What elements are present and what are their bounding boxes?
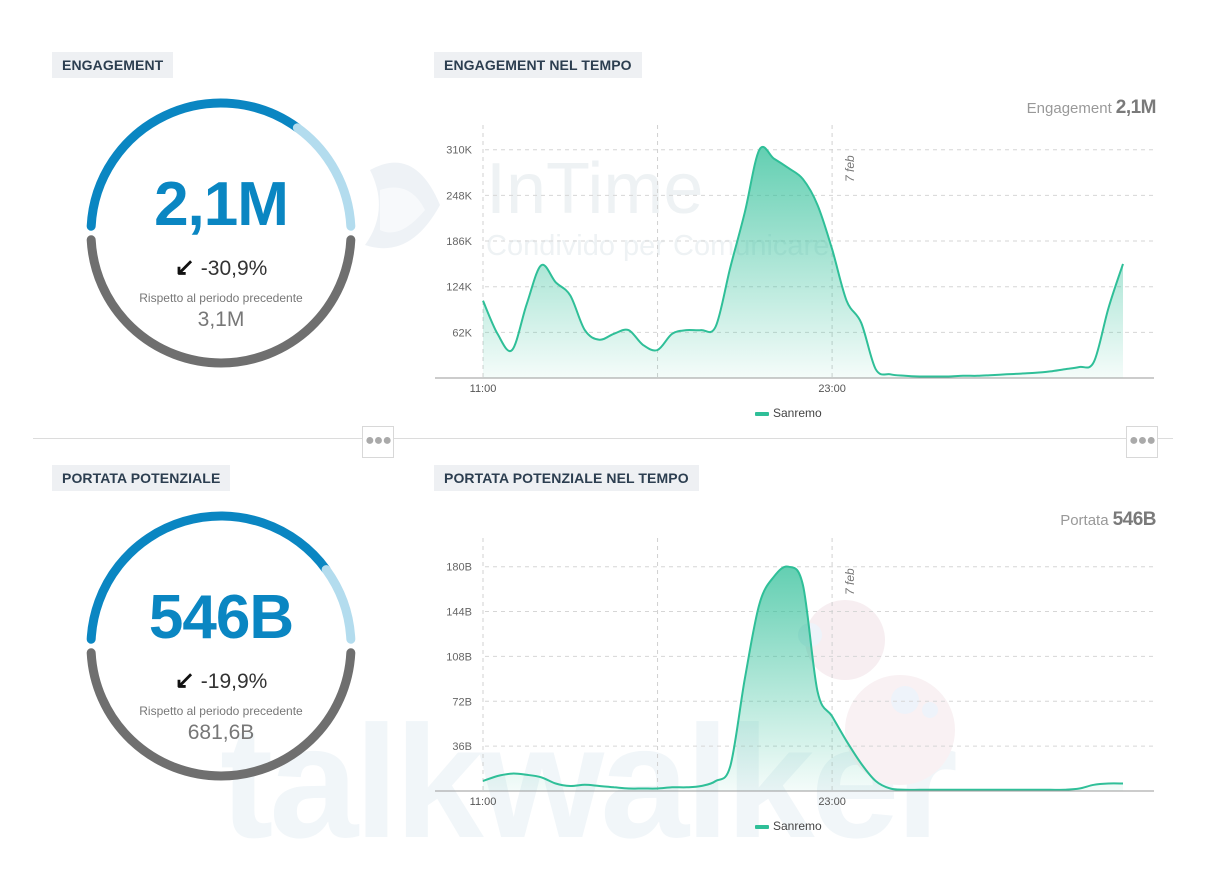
gauge-current-arc	[86, 511, 331, 644]
reach-total-label: Portata	[1060, 512, 1109, 529]
talkwalker-logo-watermark	[798, 600, 955, 785]
engagement-change: ↙ -30,9%	[86, 253, 356, 282]
y-tick-label: 72B	[452, 696, 472, 708]
engagement-gauge-ring	[86, 98, 356, 368]
reach-chart-title: PORTATA POTENZIALE NEL TEMPO	[434, 465, 699, 491]
chart-more-button[interactable]: ●●●	[1126, 426, 1158, 458]
x-tick-label: 23:00	[818, 383, 846, 395]
reach-gauge-ring	[86, 511, 356, 781]
legend-label: Sanremo	[773, 406, 822, 420]
y-tick-label: 180B	[446, 562, 472, 574]
engagement-total-label: Engagement	[1026, 100, 1112, 117]
x-tick-label: 23:00	[818, 796, 846, 808]
reach-change-value: -19,9%	[200, 670, 268, 693]
gauge-previous-arc	[86, 648, 356, 781]
x-tick-label: 11:00	[470, 383, 497, 395]
x-tick-label: 11:00	[470, 796, 497, 808]
reach-chart-svg: 36B 72B 108B 144B 180B 11:00 23:00 7 feb Sanremo	[435, 538, 1154, 833]
legend-label: Sanremo	[773, 819, 822, 833]
reach-total: Portata 546B	[960, 509, 1156, 531]
reach-value: 546B	[148, 583, 294, 652]
date-annotation: 7 feb	[843, 568, 857, 595]
engagement-total: Engagement 2,1M	[960, 97, 1157, 119]
y-tick-label: 310K	[446, 145, 472, 157]
engagement-note: Rispetto al periodo precedente	[139, 291, 303, 305]
y-tick-label: 36B	[452, 741, 472, 753]
engagement-value: 2,1M	[154, 170, 289, 239]
reach-title: PORTATA POTENZIALE	[52, 465, 231, 491]
engagement-chart: 62K 124K 186K 248K 310K 11:00 23:00 7 feb Sanrem…	[430, 120, 1160, 430]
intime-logo-watermark	[365, 162, 440, 249]
gauge-more-button[interactable]: ●●●	[362, 426, 394, 458]
gauge-remaining-arc	[292, 123, 356, 231]
reach-change: ↙ -19,9%	[86, 666, 356, 695]
engagement-total-value: 2,1M	[1115, 97, 1157, 118]
series-line	[482, 565, 1124, 791]
y-tick-label: 124K	[446, 282, 472, 294]
y-tick-label: 186K	[446, 236, 472, 248]
arrow-down-left-icon: ↙	[174, 667, 195, 694]
reach-gauge: 546B ↙ -19,9% Rispetto al periodo precede…	[86, 510, 356, 782]
series-line	[482, 145, 1124, 378]
engagement-previous: 3,1M	[197, 308, 245, 331]
series-area	[483, 146, 1123, 378]
gauge-current-arc	[86, 98, 302, 231]
reach-note: Rispetto al periodo precedente	[139, 704, 303, 718]
legend-swatch	[755, 825, 769, 829]
engagement-chart-title: ENGAGEMENT NEL TEMPO	[434, 52, 642, 78]
engagement-gauge: 2,1M ↙ -30,9% Rispetto al periodo precede…	[86, 97, 356, 369]
y-tick-label: 144B	[446, 607, 472, 619]
gauge-remaining-arc	[321, 565, 356, 644]
reach-chart: 36B 72B 108B 144B 180B 11:00 23:00 7 feb Sanremo	[430, 533, 1160, 843]
series-area	[483, 566, 1123, 791]
y-tick-label: 108B	[446, 651, 472, 663]
reach-previous: 681,6B	[187, 721, 255, 744]
arrow-down-left-icon: ↙	[174, 254, 195, 281]
gauge-previous-arc	[86, 235, 356, 368]
engagement-title: ENGAGEMENT	[52, 52, 174, 78]
reach-total-value: 546B	[1112, 509, 1157, 530]
y-tick-label: 62K	[452, 327, 472, 339]
date-annotation: 7 feb	[843, 155, 857, 182]
y-tick-label: 248K	[446, 190, 472, 202]
section-divider	[33, 438, 1173, 439]
engagement-chart-svg: 62K 124K 186K 248K 310K 11:00 23:00 7 feb Sanrem…	[435, 125, 1154, 420]
engagement-change-value: -30,9%	[200, 257, 268, 280]
legend-swatch	[755, 412, 769, 416]
